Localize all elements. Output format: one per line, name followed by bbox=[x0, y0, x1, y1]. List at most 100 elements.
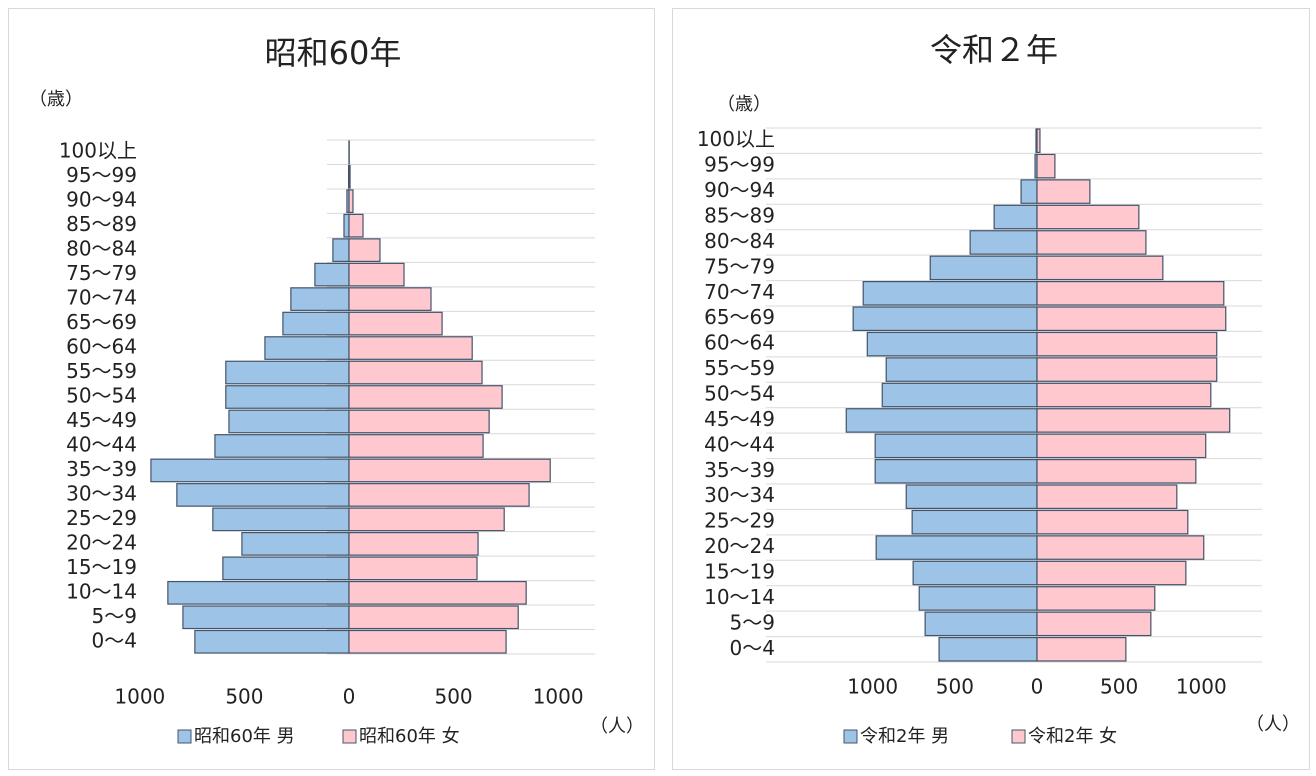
bar bbox=[348, 629, 507, 654]
legend-label: 昭和60年 男 bbox=[194, 726, 295, 747]
bar bbox=[348, 213, 364, 238]
category-label: 50～54 bbox=[66, 384, 137, 408]
category-label: 30～34 bbox=[704, 483, 775, 507]
category-label: 90～94 bbox=[704, 178, 775, 202]
x-tick-label: 500 bbox=[225, 685, 263, 709]
bar bbox=[348, 605, 519, 630]
bar bbox=[875, 535, 1038, 560]
bar bbox=[852, 306, 1038, 332]
bar bbox=[348, 311, 443, 336]
bar bbox=[348, 434, 484, 458]
chart-title: 昭和60年 bbox=[265, 34, 402, 72]
bar bbox=[348, 238, 381, 263]
bar bbox=[1036, 560, 1187, 586]
category-label: 30～34 bbox=[66, 481, 137, 505]
category-label: 65～69 bbox=[66, 310, 137, 334]
legend-label: 令和2年 男 bbox=[860, 726, 949, 747]
bar bbox=[1036, 509, 1189, 535]
category-label: 45～49 bbox=[66, 408, 137, 432]
category-label: 90～94 bbox=[66, 188, 137, 212]
bar bbox=[912, 560, 1038, 586]
legend-swatch bbox=[843, 729, 858, 744]
bar bbox=[348, 507, 505, 532]
bar bbox=[1036, 255, 1164, 281]
category-label: 10～14 bbox=[66, 579, 137, 603]
bar bbox=[1036, 204, 1140, 230]
category-label: 95～99 bbox=[66, 163, 137, 187]
bar bbox=[343, 213, 350, 238]
bar bbox=[1036, 636, 1127, 662]
bar bbox=[348, 556, 478, 581]
category-label: 100以上 bbox=[697, 127, 775, 151]
bar bbox=[348, 458, 551, 483]
bar bbox=[264, 336, 350, 360]
category-label: 60～64 bbox=[704, 331, 775, 355]
category-label: 0～4 bbox=[92, 628, 137, 652]
x-tick-label: 500 bbox=[434, 685, 472, 709]
bar bbox=[845, 408, 1038, 433]
x-tick-label: 1000 bbox=[847, 675, 898, 699]
bar bbox=[929, 255, 1038, 281]
bar bbox=[212, 507, 350, 532]
y-axis-label: （歳） bbox=[29, 89, 83, 110]
bar bbox=[881, 382, 1038, 408]
category-label: 85～89 bbox=[66, 212, 137, 236]
category-label: 75～79 bbox=[704, 254, 775, 278]
bar bbox=[969, 230, 1038, 255]
bar bbox=[1036, 458, 1197, 484]
category-label: 5～9 bbox=[730, 610, 775, 634]
legend-label: 令和2年 女 bbox=[1028, 726, 1117, 747]
category-label: 20～24 bbox=[66, 530, 137, 554]
category-label: 75～79 bbox=[66, 261, 137, 285]
bar bbox=[1036, 230, 1147, 255]
bar bbox=[918, 586, 1038, 611]
bar bbox=[176, 483, 350, 507]
category-label: 25～29 bbox=[66, 506, 137, 530]
category-label: 70～74 bbox=[66, 286, 137, 310]
category-label: 20～24 bbox=[704, 534, 775, 558]
category-label: 25～29 bbox=[704, 509, 775, 533]
bar bbox=[1036, 433, 1207, 459]
category-label: 55～59 bbox=[704, 356, 775, 380]
bar bbox=[282, 311, 350, 336]
category-label: 10～14 bbox=[704, 585, 775, 609]
category-label: 50～54 bbox=[704, 382, 775, 406]
bar bbox=[150, 458, 350, 483]
bar bbox=[874, 458, 1038, 484]
category-label: 5～9 bbox=[92, 604, 137, 628]
x-tick-label: 1000 bbox=[1176, 675, 1227, 699]
bar bbox=[1020, 179, 1038, 204]
bar bbox=[332, 238, 350, 263]
category-label: 35～39 bbox=[704, 458, 775, 482]
bar bbox=[993, 204, 1038, 230]
category-label: 15～19 bbox=[66, 555, 137, 579]
bar bbox=[225, 385, 350, 409]
bar bbox=[924, 611, 1038, 637]
bar bbox=[348, 580, 527, 605]
bar bbox=[1036, 586, 1156, 611]
bar bbox=[348, 483, 530, 507]
category-label: 40～44 bbox=[66, 432, 137, 456]
bar bbox=[348, 336, 473, 360]
bar bbox=[1036, 280, 1225, 306]
x-tick-label: 0 bbox=[343, 685, 356, 709]
bar bbox=[1036, 408, 1231, 433]
bar bbox=[1036, 306, 1227, 332]
x-tick-label: 1000 bbox=[533, 685, 584, 709]
bar bbox=[1036, 535, 1205, 560]
x-tick-label: 1000 bbox=[114, 685, 165, 709]
bar bbox=[885, 357, 1038, 382]
x-tick-label: 500 bbox=[1100, 675, 1138, 699]
bar bbox=[348, 164, 351, 189]
legend-swatch bbox=[1011, 729, 1026, 744]
category-label: 80～84 bbox=[704, 229, 775, 253]
bar bbox=[1036, 357, 1218, 382]
bar bbox=[1036, 153, 1056, 179]
category-label: 65～69 bbox=[704, 305, 775, 329]
category-label: 60～64 bbox=[66, 335, 137, 359]
bar bbox=[348, 385, 503, 409]
legend-swatch bbox=[342, 729, 357, 744]
chart-title: 令和２年 bbox=[930, 31, 1058, 69]
x-tick-label: 500 bbox=[936, 675, 974, 699]
